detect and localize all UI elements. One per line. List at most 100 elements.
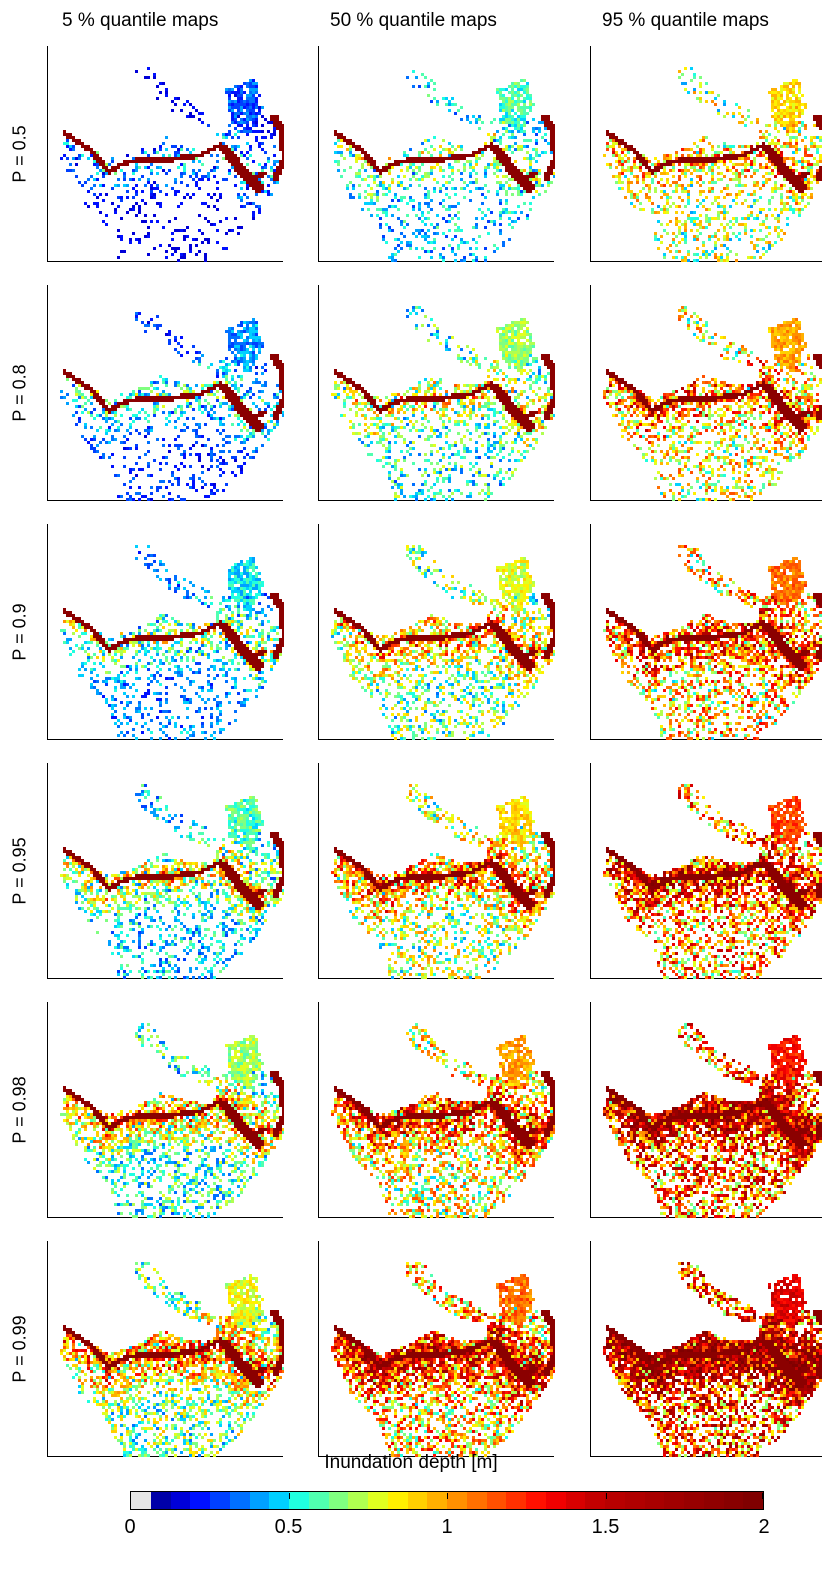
map-cell [705, 172, 708, 175]
map-cell [75, 390, 78, 393]
map-cell [207, 220, 210, 223]
map-cell [475, 121, 478, 124]
map-cell [517, 85, 520, 88]
map-cell [273, 145, 276, 148]
map-cell [526, 121, 529, 124]
map-cell [505, 157, 508, 160]
map-cell [201, 435, 204, 438]
map-cell [780, 184, 783, 187]
map-cell [645, 196, 648, 199]
map-cell [361, 390, 364, 393]
map-cell [792, 88, 795, 91]
map-cell [186, 402, 189, 405]
map-cell [261, 342, 264, 345]
map-cell [180, 411, 183, 414]
map-cell [204, 256, 207, 259]
map-cell [777, 118, 780, 121]
map-cell [180, 229, 183, 232]
map-cell [684, 229, 687, 232]
map-cell [141, 387, 144, 390]
map-cell [711, 154, 714, 157]
map-cell [678, 76, 681, 79]
map-cell [502, 106, 505, 109]
map-cell [105, 441, 108, 444]
map-cell [385, 166, 388, 169]
map-cell [472, 360, 475, 363]
map-cell [364, 393, 367, 396]
map-cell [699, 232, 702, 235]
map-cell [147, 429, 150, 432]
map-cell [252, 324, 255, 327]
map-cell [445, 402, 448, 405]
map-cell [777, 226, 780, 229]
map-cell [144, 393, 147, 396]
map-cell [279, 127, 282, 130]
map-cell [547, 366, 550, 369]
map-cell [505, 169, 508, 172]
map-cell [279, 160, 282, 163]
map-cell [222, 372, 225, 375]
map-cell [639, 157, 642, 160]
map-cell [93, 154, 96, 157]
map-cell [162, 456, 165, 459]
map-cell [517, 342, 520, 345]
map-cell [258, 187, 261, 190]
map-cell [159, 145, 162, 148]
map-cell [777, 235, 780, 238]
map-cell [156, 405, 159, 408]
map-cell [499, 148, 502, 151]
map-cell [526, 214, 529, 217]
map-cell [496, 330, 499, 333]
map-cell [180, 429, 183, 432]
map-cell [747, 145, 750, 148]
map-cell [750, 121, 753, 124]
map-cell [373, 163, 376, 166]
map-cell [120, 402, 123, 405]
map-cell [819, 139, 822, 142]
map-cell [174, 444, 177, 447]
map-cell [279, 142, 282, 145]
map-cell [412, 175, 415, 178]
map-cell [675, 256, 678, 259]
map-cell [651, 169, 654, 172]
map-cell [186, 184, 189, 187]
map-cell [258, 94, 261, 97]
map-cell [771, 97, 774, 100]
map-cell [165, 396, 168, 399]
map-cell [391, 402, 394, 405]
map-cell [126, 163, 129, 166]
map-cell [747, 151, 750, 154]
map-cell [511, 402, 514, 405]
map-cell [90, 402, 93, 405]
map-cell [484, 175, 487, 178]
map-cell [675, 160, 678, 163]
map-cell [508, 357, 511, 360]
map-cell [105, 417, 108, 420]
map-cell [150, 190, 153, 193]
map-cell [415, 247, 418, 250]
map-cell [147, 420, 150, 423]
map-cell [165, 193, 168, 196]
map-cell [424, 250, 427, 253]
map-cell [388, 205, 391, 208]
map-cell [129, 396, 132, 399]
map-cell [189, 387, 192, 390]
map-cell [786, 88, 789, 91]
map-cell [237, 390, 240, 393]
map-cell [771, 187, 774, 190]
map-cell [499, 217, 502, 220]
map-cell [231, 402, 234, 405]
inundation-map-panel [47, 46, 284, 262]
map-cell [505, 154, 508, 157]
map-cell [729, 148, 732, 151]
map-cell [786, 142, 789, 145]
map-cell [273, 354, 276, 357]
map-cell [186, 235, 189, 238]
map-cell [234, 414, 237, 417]
map-cell [84, 145, 87, 148]
map-cell [385, 414, 388, 417]
map-cell [376, 166, 379, 169]
map-cell [666, 154, 669, 157]
map-cell [511, 103, 514, 106]
map-cell [813, 118, 816, 121]
